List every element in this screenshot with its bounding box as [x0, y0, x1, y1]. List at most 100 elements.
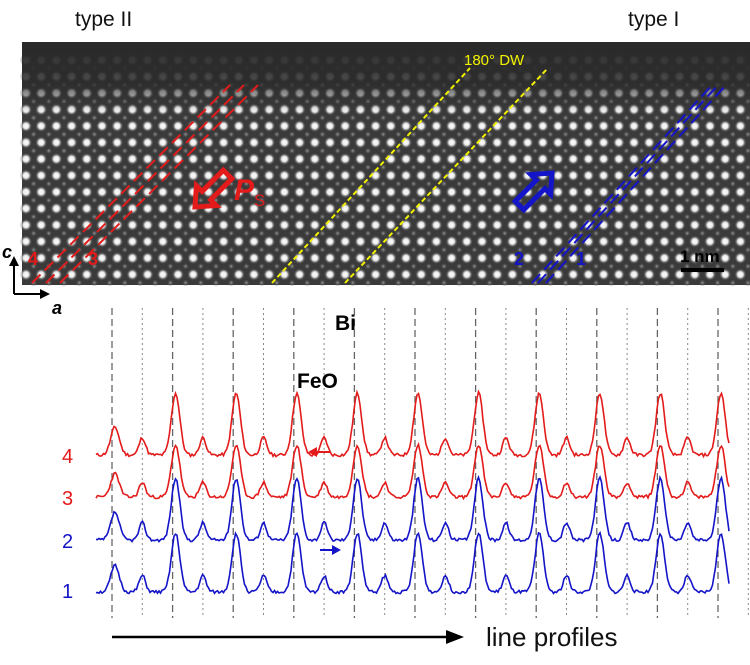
bi-atom-column — [384, 202, 397, 215]
feo-atom-column — [29, 213, 38, 221]
feo-atom-column — [394, 262, 402, 270]
bi-atom-column — [399, 169, 413, 182]
bi-atom-column — [688, 235, 701, 248]
bi-atom-column — [50, 169, 63, 182]
bi-atom-column — [278, 235, 291, 248]
bi-atom-column — [95, 202, 109, 215]
feo-atom-column — [562, 213, 570, 221]
bi-atom-column — [658, 218, 671, 232]
bi-atom-column — [339, 202, 352, 215]
feo-atom-column — [455, 163, 463, 171]
feo-atom-column — [714, 163, 722, 171]
feo-atom-column — [546, 213, 555, 221]
feo-atom-column — [106, 196, 114, 204]
bi-atom-column — [278, 185, 291, 199]
bi-atom-column — [719, 202, 732, 215]
bi-atom-column — [111, 202, 124, 215]
bi-atom-column — [126, 152, 139, 166]
bi-atom-column — [171, 235, 185, 248]
bi-atom-column — [323, 268, 337, 281]
bi-atom-column — [278, 218, 291, 232]
bi-atom-column — [278, 202, 291, 215]
feo-atom-column — [516, 279, 524, 287]
bi-atom-column — [415, 268, 428, 281]
feo-atom-column — [258, 229, 266, 237]
bi-atom-column — [460, 251, 473, 265]
feo-atom-column — [668, 213, 676, 221]
bi-atom-column — [658, 169, 671, 182]
surface-dark-layer — [22, 42, 750, 112]
bi-atom-column — [673, 169, 686, 182]
blue-profile-line-a — [531, 84, 713, 284]
feo-atom-column — [106, 147, 114, 155]
bi-atom-column — [232, 169, 245, 182]
bi-atom-column — [719, 119, 732, 133]
line-label-3: 3 — [88, 249, 98, 269]
feo-atom-column — [607, 114, 615, 122]
bi-atom-column — [673, 202, 686, 215]
feo-atom-column — [440, 196, 448, 204]
feo-atom-column — [182, 130, 190, 138]
feo-atom-column — [546, 163, 555, 171]
bi-atom-column — [536, 152, 549, 166]
feo-atom-column — [531, 114, 539, 122]
feo-atom-column — [90, 180, 98, 188]
bi-atom-column — [430, 218, 443, 232]
bi-atom-column — [551, 169, 565, 182]
bi-atom-column — [171, 185, 185, 199]
bi-atom-column — [612, 136, 625, 149]
feo-atom-column — [546, 130, 555, 138]
bi-atom-column — [506, 152, 519, 166]
bi-atom-column — [597, 251, 610, 265]
bi-atom-column — [384, 119, 397, 133]
bi-atom-column — [536, 202, 549, 215]
bi-atom-column — [141, 119, 154, 133]
feo-atom-column — [121, 279, 129, 287]
bi-atom-column — [95, 152, 109, 166]
feo-atom-column — [668, 163, 676, 171]
feo-atom-column — [136, 213, 144, 221]
bi-atom-column — [369, 119, 382, 133]
bi-atom-column — [156, 251, 169, 265]
feo-atom-column — [258, 130, 266, 138]
profile-curve-2 — [95, 474, 730, 543]
feo-atom-column — [668, 147, 676, 155]
bi-atom-column — [491, 268, 504, 281]
feo-atom-column — [516, 262, 524, 270]
feo-atom-column — [106, 114, 114, 122]
bi-atom-column — [369, 251, 382, 265]
bi-atom-column — [475, 202, 489, 215]
feo-atom-column — [151, 147, 159, 155]
feo-atom-column — [29, 130, 38, 138]
bi-atom-column — [217, 251, 230, 265]
bi-atom-column — [187, 268, 200, 281]
feo-atom-column — [258, 163, 266, 171]
bi-atom-column — [551, 202, 565, 215]
line-label-4: 4 — [28, 249, 38, 269]
feo-atom-column — [607, 229, 615, 237]
bi-atom-column — [475, 268, 489, 281]
bi-atom-column — [126, 185, 139, 199]
bi-atom-column — [202, 218, 215, 232]
bi-atom-column — [582, 136, 595, 149]
feo-atom-column — [653, 130, 661, 138]
feo-atom-column — [744, 130, 750, 138]
feo-atom-column — [197, 196, 205, 204]
bi-atom-column — [95, 218, 109, 232]
bi-atom-column — [141, 185, 154, 199]
feo-atom-column — [273, 163, 281, 171]
bi-atom-column — [612, 251, 625, 265]
bi-atom-column — [354, 235, 367, 248]
feo-atom-column — [470, 130, 478, 138]
feo-atom-column — [410, 213, 418, 221]
bi-atom-column — [156, 169, 169, 182]
bi-atom-column — [126, 235, 139, 248]
bi-atom-column — [688, 136, 701, 149]
bi-atom-column — [415, 152, 428, 166]
bi-atom-column — [734, 119, 747, 133]
feo-atom-column — [714, 114, 722, 122]
bi-atom-column — [323, 152, 337, 166]
bi-atom-column — [734, 235, 747, 248]
feo-atom-column — [638, 213, 646, 221]
feo-atom-column — [227, 279, 235, 287]
